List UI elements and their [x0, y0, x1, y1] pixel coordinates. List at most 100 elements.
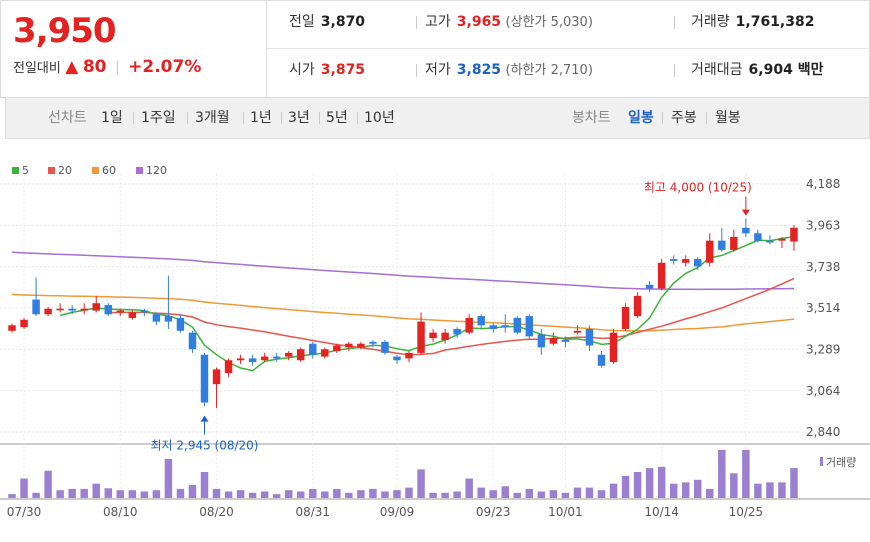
candle: [561, 340, 570, 342]
min-annotation: 최저 2,945 (08/20): [150, 439, 258, 453]
ma-20-line: [108, 277, 795, 356]
candle: [56, 308, 64, 311]
volume-bar: [236, 490, 245, 498]
legend-entry: 20: [58, 164, 72, 177]
volume-bar: [537, 491, 546, 498]
x-tick-label: 10/25: [729, 505, 764, 519]
volume-bar: [489, 490, 497, 498]
line-chart-label: 선차트: [48, 110, 87, 126]
volume-bar: [80, 488, 88, 498]
candle: [549, 338, 558, 344]
candle-weekly[interactable]: 주봉: [671, 110, 697, 126]
y-tick-label: 4,188: [806, 177, 840, 191]
volume: 거래량 1,761,382: [691, 1, 814, 48]
legend-swatch: [48, 167, 55, 174]
lower-limit: (하한가 2,710): [505, 63, 593, 78]
annotation-arrowhead: [741, 209, 750, 216]
candle: [790, 227, 798, 242]
annotation-arrowhead: [200, 415, 209, 422]
candle: [453, 328, 461, 335]
volume-bar: [260, 491, 269, 498]
volume-bar: [128, 490, 137, 498]
period-10y[interactable]: 10년: [364, 110, 395, 126]
divider: [706, 112, 707, 124]
candle: [393, 356, 401, 361]
x-tick-label: 08/31: [295, 505, 330, 519]
legend-swatch: [136, 167, 143, 174]
volume-bar: [44, 470, 52, 498]
chart-toolbar: 선차트 1일 1주일 3개월 1년 3년 5년 10년 봉차트 일봉 주봉 월봉: [5, 97, 870, 139]
prev-close-value: 3,870: [320, 14, 366, 30]
volume-bar: [766, 482, 774, 498]
volume-legend-label: 거래량: [826, 456, 856, 469]
candle: [417, 321, 425, 353]
candle-daily[interactable]: 일봉: [628, 110, 654, 126]
period-1w[interactable]: 1주일: [141, 110, 176, 126]
candle: [369, 341, 377, 344]
legend-entry: 5: [22, 164, 29, 177]
y-tick-label: 3,289: [806, 342, 840, 356]
volume-bar: [441, 492, 449, 498]
divider: [187, 112, 188, 124]
candle-monthly[interactable]: 월봉: [715, 110, 741, 126]
volume-bar: [561, 492, 570, 498]
low-label: 저가: [425, 62, 451, 78]
candle: [357, 343, 365, 348]
high-label: 고가: [425, 14, 451, 30]
candle: [778, 238, 786, 241]
volume-bar: [669, 483, 678, 498]
candle: [573, 330, 582, 333]
period-3m[interactable]: 3개월: [195, 110, 230, 126]
candle: [68, 308, 76, 311]
candle: [44, 308, 52, 315]
candle: [669, 259, 678, 261]
candle: [597, 354, 606, 366]
period-3y[interactable]: 3년: [288, 110, 310, 126]
volume-bar: [8, 494, 16, 498]
price-summary: 3,950 전일대비 ▲ 80 | +2.07%: [1, 1, 267, 97]
period-5y[interactable]: 5년: [326, 110, 348, 126]
upper-limit: (상한가 5,030): [505, 15, 593, 30]
volume-bar: [309, 488, 317, 498]
day-low: 저가 3,825 (하한가 2,710): [425, 49, 593, 96]
candle: [333, 345, 341, 352]
candle: [188, 332, 197, 350]
candle: [260, 356, 269, 361]
volume-bar: [32, 492, 40, 498]
divider: [133, 112, 134, 124]
x-tick-label: 09/09: [380, 505, 415, 519]
candle: [754, 233, 762, 241]
volume-bar: [681, 482, 690, 498]
volume-bar: [381, 491, 389, 498]
up-arrow-icon: ▲: [65, 57, 79, 77]
period-1y[interactable]: 1년: [250, 110, 272, 126]
x-tick-label: 10/14: [644, 505, 679, 519]
open-price: 시가 3,875: [289, 49, 365, 96]
volume-bar: [405, 487, 413, 498]
volume-bar: [164, 459, 173, 498]
volume-bar: [20, 478, 28, 498]
volume-bar: [333, 488, 341, 498]
candle: [429, 332, 437, 339]
divider: [416, 64, 417, 77]
ma-60-line: [11, 293, 795, 332]
volume-bar: [790, 468, 798, 498]
candle: [32, 299, 40, 315]
volume-bar: [621, 475, 630, 498]
candle: [730, 236, 738, 250]
period-1d[interactable]: 1일: [101, 110, 123, 126]
change-label: 전일대비: [13, 61, 61, 76]
stats-row-1: 전일 3,870 고가 3,965 (상한가 5,030) 거래량 1,761,382: [267, 1, 869, 49]
volume-bar: [477, 487, 485, 498]
volume-bar: [116, 490, 125, 498]
divider: [416, 16, 417, 29]
legend-swatch: [92, 167, 99, 174]
candle: [513, 317, 522, 333]
candle: [621, 306, 630, 329]
volume-bar: [369, 488, 377, 498]
candle: [681, 259, 690, 263]
volume-bar: [706, 488, 714, 498]
candle: [405, 352, 413, 359]
candle: [212, 369, 221, 385]
